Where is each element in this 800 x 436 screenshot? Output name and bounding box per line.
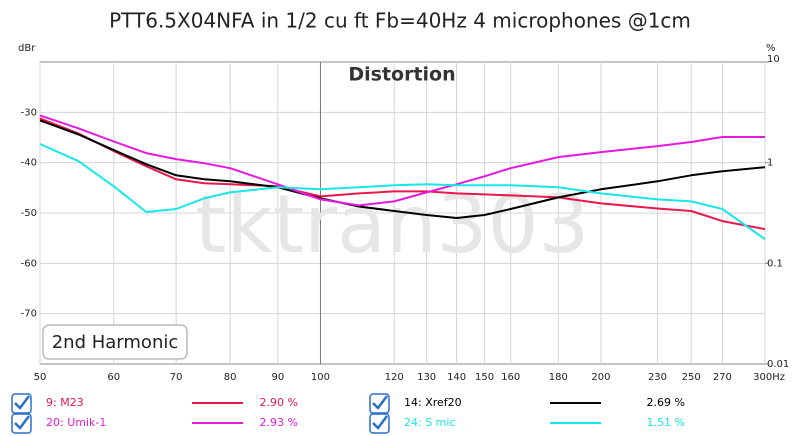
x-tick-label: 100 xyxy=(311,372,330,383)
series-line xyxy=(39,117,766,231)
y-tick-label: -30 xyxy=(21,107,37,118)
x-tick-label: 200 xyxy=(591,372,610,383)
x-tick-label: 150 xyxy=(475,372,494,383)
x-tick-label: 230 xyxy=(648,372,667,383)
legend-name: 9: M23 xyxy=(46,396,84,409)
series-line xyxy=(39,114,765,207)
y2-axis-label: % xyxy=(766,43,776,54)
legend-name: 24: S mic xyxy=(404,416,456,429)
watermark: tktran303 xyxy=(195,178,589,271)
y-axis-label: dBr xyxy=(18,43,36,54)
x-tick-label: 250 xyxy=(682,372,701,383)
legend-value: 2.90 % xyxy=(260,396,298,409)
legend-item[interactable]: 14: Xref20 2.69 % xyxy=(369,393,685,414)
x-tick-label: 270 xyxy=(713,372,732,383)
chart-title: PTT6.5X04NFA in 1/2 cu ft Fb=40Hz 4 micr… xyxy=(109,9,691,33)
y2-tick-label: 10 xyxy=(767,54,780,65)
legend-item[interactable]: 9: M23 2.90 % xyxy=(11,393,298,414)
checkmark[interactable] xyxy=(14,395,30,410)
legend-item[interactable]: 20: Umik-1 2.93 % xyxy=(11,413,298,434)
x-tick-label: 60 xyxy=(107,372,120,383)
checkmark[interactable] xyxy=(372,415,388,430)
series-line xyxy=(39,143,766,241)
y2-tick-label: 0.1 xyxy=(767,258,783,269)
legend-value: 2.69 % xyxy=(647,396,685,409)
button-label[interactable]: 2nd Harmonic xyxy=(52,332,179,353)
series-line xyxy=(39,119,766,219)
button-frame[interactable] xyxy=(42,324,188,360)
legend-name: 20: Umik-1 xyxy=(46,416,106,429)
x-tick-label: 160 xyxy=(501,372,520,383)
legend-value: 2.93 % xyxy=(260,416,298,429)
legend-item[interactable]: 24: S mic 1.51 % xyxy=(369,413,685,434)
x-tick-label: 300Hz xyxy=(753,372,785,383)
x-tick-label: 50 xyxy=(34,372,47,383)
y-tick-label: -50 xyxy=(21,208,37,219)
grid xyxy=(39,61,766,365)
x-tick-label: 90 xyxy=(271,372,284,383)
x-tick-label: 180 xyxy=(549,372,568,383)
legend-name: 14: Xref20 xyxy=(404,396,462,409)
checkmark[interactable] xyxy=(372,395,388,410)
legend-value: 1.51 % xyxy=(647,416,685,429)
y-tick-label: -70 xyxy=(21,309,37,320)
harmonic-button[interactable]: 2nd Harmonic xyxy=(42,324,188,360)
x-tick-label: 130 xyxy=(417,372,436,383)
y2-tick-label: 1 xyxy=(767,158,773,169)
plot-title: Distortion xyxy=(348,64,455,86)
y2-tick-label: 0.01 xyxy=(767,359,789,370)
x-tick-label: 120 xyxy=(385,372,404,383)
x-tick-label: 80 xyxy=(224,372,237,383)
checkmark[interactable] xyxy=(14,415,30,430)
y-tick-label: -60 xyxy=(21,258,37,269)
y-tick-label: -40 xyxy=(21,158,37,169)
x-tick-label: 140 xyxy=(447,372,466,383)
x-tick-label: 70 xyxy=(170,372,183,383)
